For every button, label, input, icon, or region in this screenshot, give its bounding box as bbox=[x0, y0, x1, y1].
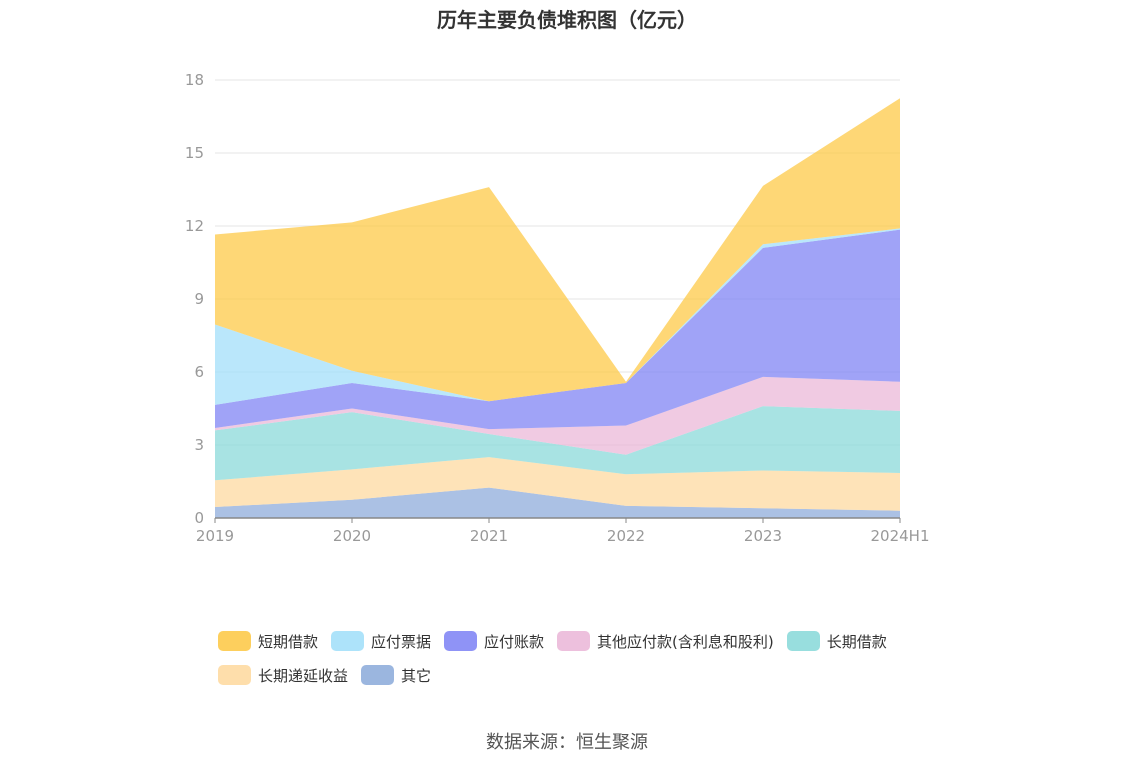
legend-swatch bbox=[218, 665, 251, 685]
legend-swatch bbox=[331, 631, 365, 651]
legend-swatch bbox=[786, 631, 820, 651]
legend-label: 短期借款 bbox=[258, 632, 319, 651]
x-tick-label: 2019 bbox=[196, 527, 234, 545]
legend-label: 其他应付款(含利息和股利) bbox=[597, 632, 774, 651]
legend-item[interactable]: 其他应付款(含利息和股利) bbox=[557, 630, 774, 652]
area-series-4 bbox=[215, 376, 900, 455]
x-tick-label: 2020 bbox=[333, 527, 371, 545]
legend-swatch bbox=[557, 631, 591, 651]
legend-swatch bbox=[218, 631, 251, 651]
legend-swatch bbox=[444, 631, 478, 651]
legend-label: 其它 bbox=[401, 666, 432, 685]
x-tick-label: 2021 bbox=[470, 527, 508, 545]
area-series-2 bbox=[215, 457, 900, 511]
y-tick-label: 3 bbox=[194, 436, 204, 454]
area-series-3 bbox=[215, 406, 900, 481]
legend-item[interactable]: 短期借款 bbox=[218, 630, 318, 652]
legend-item[interactable]: 应付账款 bbox=[444, 630, 544, 652]
legend-label: 应付账款 bbox=[484, 632, 545, 651]
area-series-5 bbox=[215, 229, 900, 430]
legend-item[interactable]: 长期递延收益 bbox=[218, 664, 348, 686]
y-tick-label: 9 bbox=[194, 290, 204, 308]
y-tick-label: 15 bbox=[185, 144, 204, 162]
legend-label: 应付票据 bbox=[371, 632, 432, 651]
legend-label: 长期借款 bbox=[826, 632, 887, 651]
data-source: 数据来源：恒生聚源 bbox=[486, 732, 648, 753]
y-tick-label: 18 bbox=[185, 71, 204, 89]
y-tick-label: 12 bbox=[185, 217, 204, 235]
y-tick-label: 0 bbox=[194, 509, 204, 527]
legend-item[interactable]: 应付票据 bbox=[331, 630, 431, 652]
x-tick-label: 2024H1 bbox=[871, 527, 930, 545]
x-tick-label: 2022 bbox=[607, 527, 645, 545]
area-series-6 bbox=[215, 228, 900, 405]
stacked-area-chart: 0 3 6 9 12 15 18 2019 2020 2021 2022 2023 2024H1 bbox=[185, 71, 930, 545]
area-series-7 bbox=[215, 98, 900, 402]
chart-legend: 短期借款 应付票据 应付账款 其他应付款(含利息和股利) 长期借款长期递延收益 其它 bbox=[218, 630, 958, 686]
legend-label: 长期递延收益 bbox=[258, 666, 349, 685]
x-tick-label: 2023 bbox=[744, 527, 782, 545]
y-tick-label: 6 bbox=[194, 363, 204, 381]
legend-item[interactable]: 长期借款 bbox=[786, 630, 887, 652]
chart-title: 历年主要负债堆积图（亿元） bbox=[437, 8, 697, 32]
legend-item[interactable]: 其它 bbox=[361, 664, 431, 686]
area-series-1 bbox=[215, 487, 900, 518]
legend-swatch bbox=[361, 665, 395, 685]
